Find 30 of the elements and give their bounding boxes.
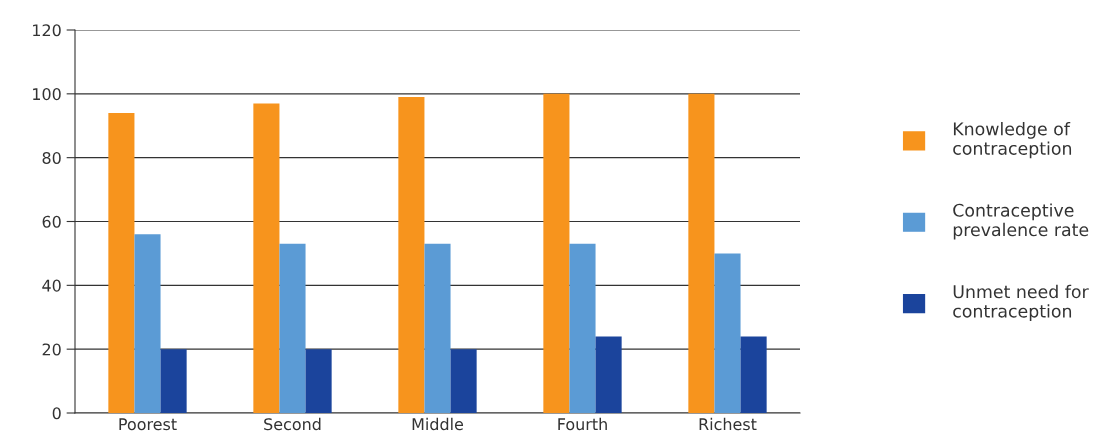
- bar: [279, 243, 306, 413]
- bar: [714, 253, 741, 413]
- bar: [450, 349, 477, 413]
- bar: [424, 243, 451, 413]
- bar: [740, 336, 767, 413]
- y-tick-label: 20: [42, 343, 61, 356]
- bar: [305, 349, 332, 413]
- y-tick-label: 40: [42, 279, 61, 292]
- legend-label: Knowledge of contraception: [953, 122, 1072, 159]
- bar: [253, 103, 280, 413]
- y-tick-label: 80: [42, 151, 61, 164]
- bar: [398, 97, 425, 413]
- x-tick-label: Middle: [412, 417, 464, 431]
- y-tick-label: 60: [42, 215, 61, 228]
- y-tick-label: 120: [33, 24, 61, 37]
- bar: [108, 112, 135, 413]
- bar: [688, 93, 715, 413]
- bar: [543, 93, 570, 413]
- x-tick-label: Richest: [699, 417, 757, 431]
- x-tick-label: Second: [264, 417, 321, 431]
- bar: [134, 234, 161, 413]
- y-tick-label: 0: [52, 407, 61, 420]
- legend-label: Contraceptive prevalence rate: [953, 203, 1089, 240]
- bar: [595, 336, 622, 413]
- x-tick-label: Fourth: [558, 417, 607, 431]
- bar: [160, 349, 187, 413]
- legend-label: Unmet need for contraception: [953, 284, 1089, 321]
- y-tick-label: 100: [33, 88, 61, 101]
- x-tick-label: Poorest: [119, 418, 177, 431]
- bar: [569, 243, 596, 413]
